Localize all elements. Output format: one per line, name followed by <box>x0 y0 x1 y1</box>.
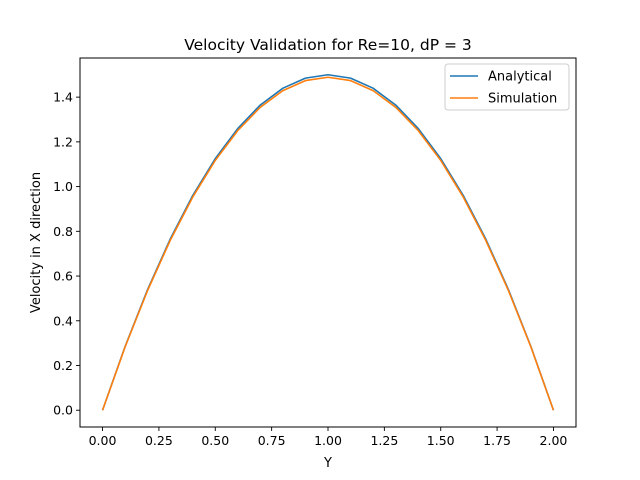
x-axis: 0.00 0.25 0.50 0.75 1.00 1.25 1.50 1.75 2.00 <box>89 427 568 448</box>
chart-title: Velocity Validation for Re=10, dP = 3 <box>184 36 472 54</box>
y-axis-label: Velocity in X direction <box>29 172 44 313</box>
legend-label-analytical: Analytical <box>488 70 552 85</box>
series-line-simulation <box>101 76 555 411</box>
series-layer <box>101 73 555 411</box>
y-tick-label: 0.8 <box>53 224 73 239</box>
y-tick-label: 1.0 <box>53 179 73 194</box>
y-tick-label: 1.2 <box>53 134 73 149</box>
y-tick-label: 0.4 <box>53 313 73 328</box>
legend-label-simulation: Simulation <box>488 92 557 107</box>
x-tick-label: 0.00 <box>89 433 117 448</box>
x-axis-label: Y <box>323 456 332 471</box>
x-tick-label: 0.50 <box>201 433 229 448</box>
x-tick-label: 1.25 <box>370 433 398 448</box>
y-tick-label: 0.2 <box>53 358 73 373</box>
y-axis: 0.0 0.2 0.4 0.6 0.8 1.0 1.2 1.4 <box>53 90 80 418</box>
legend: Analytical Simulation <box>444 63 570 111</box>
y-tick-label: 0.6 <box>53 269 73 284</box>
x-tick-label: 1.00 <box>314 433 342 448</box>
y-tick-label: 1.4 <box>53 90 73 105</box>
x-tick-label: 2.00 <box>540 433 568 448</box>
x-tick-label: 0.75 <box>258 433 286 448</box>
x-tick-label: 0.25 <box>145 433 173 448</box>
x-tick-label: 1.50 <box>427 433 455 448</box>
y-tick-label: 0.0 <box>53 403 73 418</box>
x-tick-label: 1.75 <box>483 433 511 448</box>
